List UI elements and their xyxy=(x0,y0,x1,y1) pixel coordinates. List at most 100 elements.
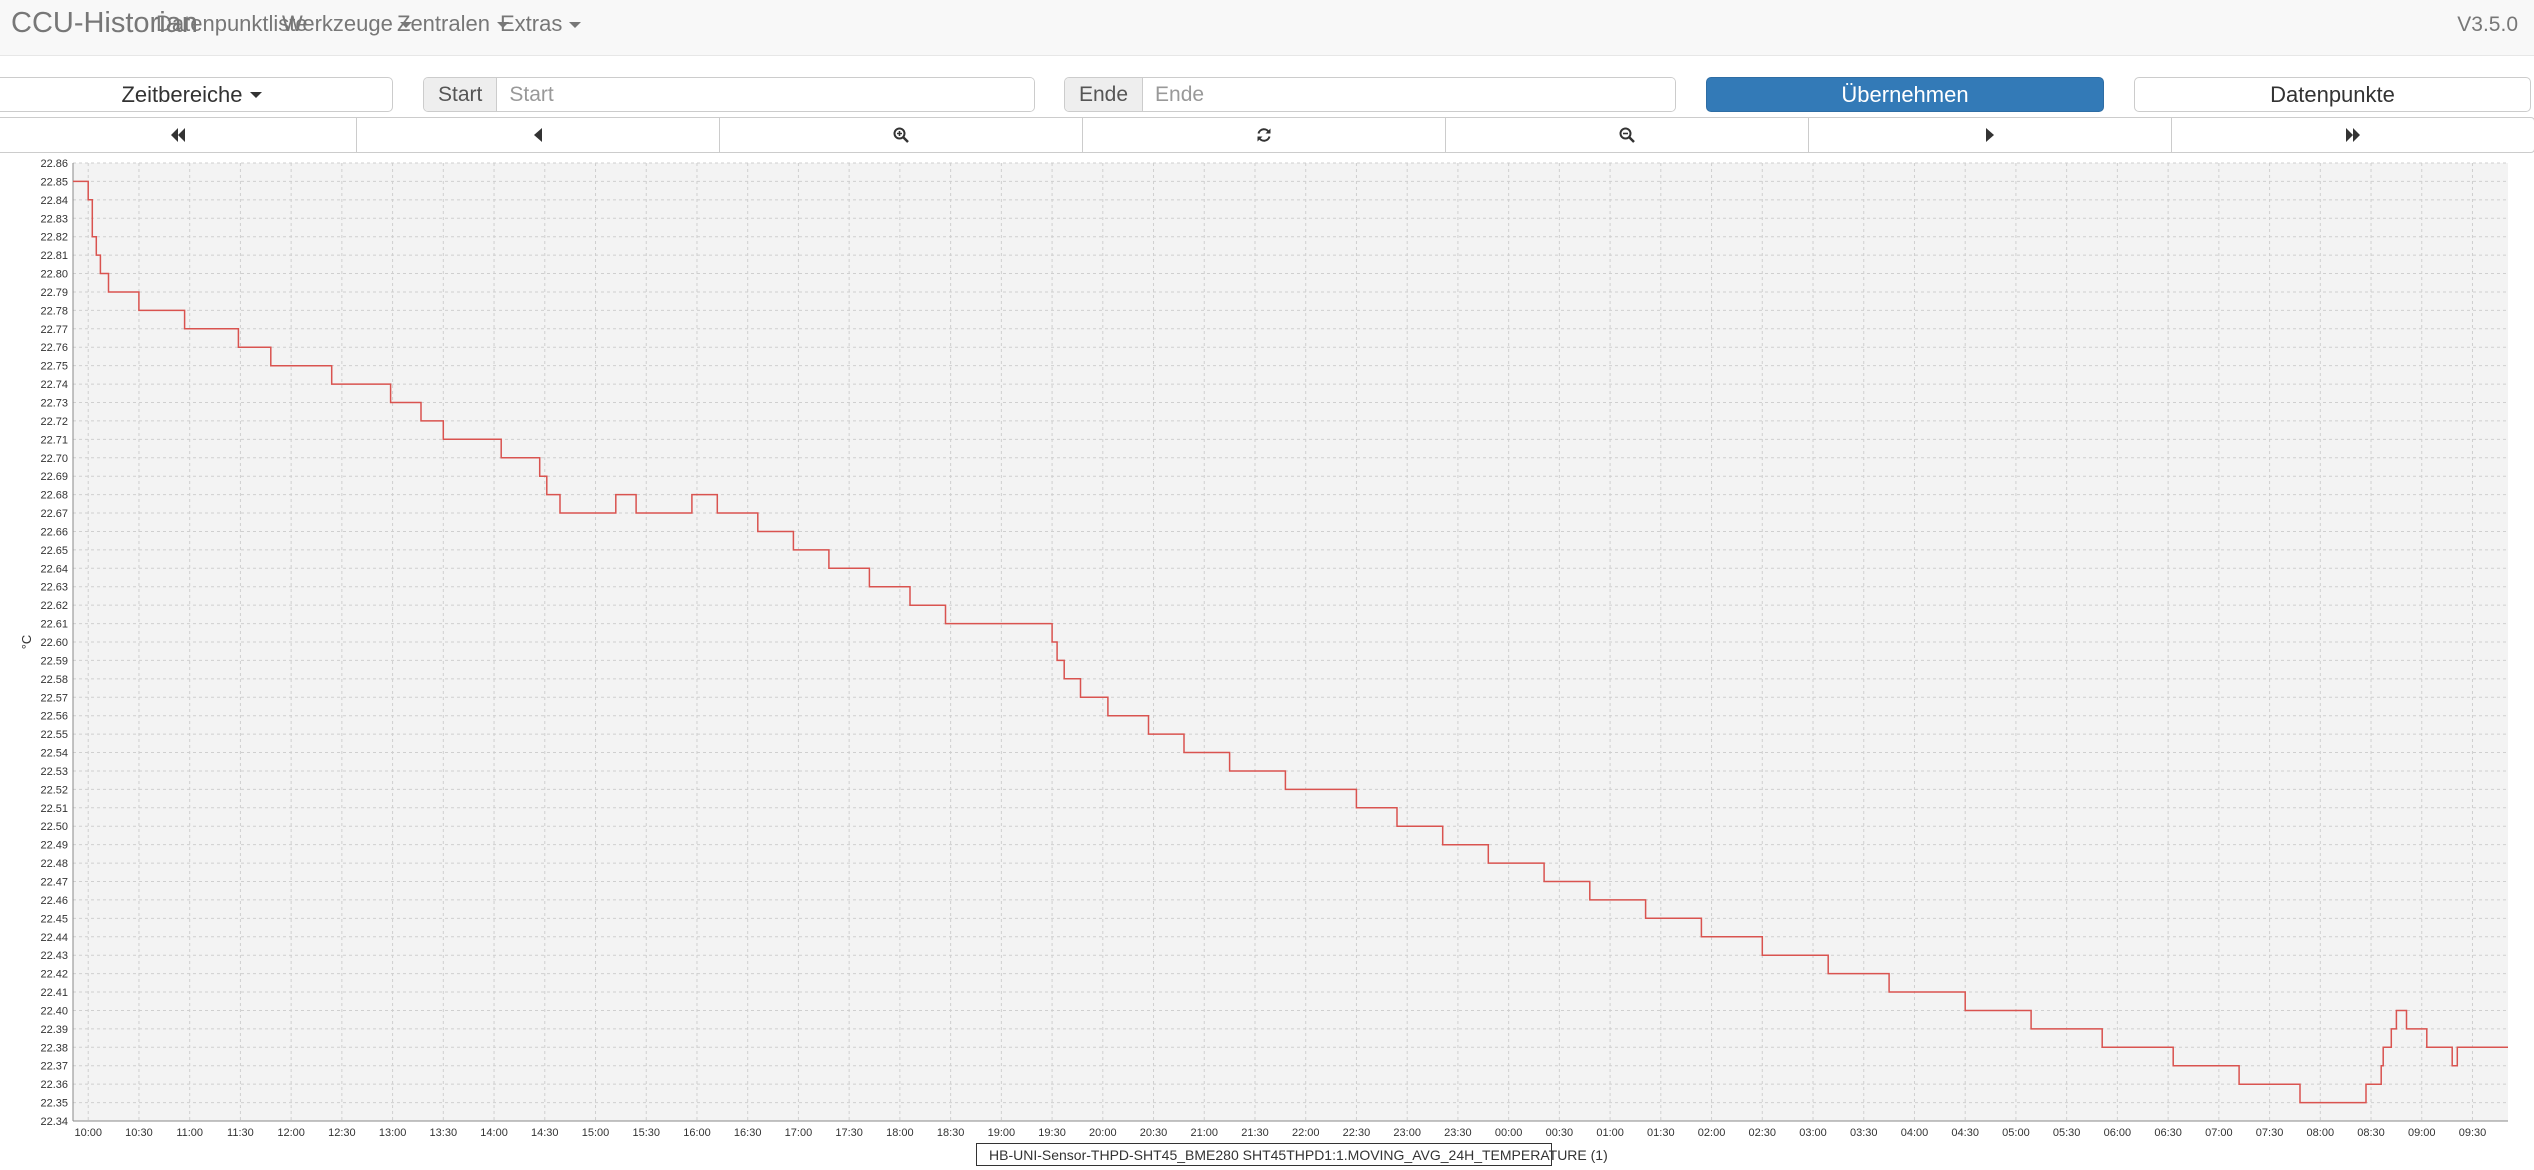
step-backward-button[interactable] xyxy=(356,117,720,153)
x-tick-label: 12:30 xyxy=(328,1127,356,1139)
x-tick-label: 14:00 xyxy=(480,1127,508,1139)
x-tick-label: 09:00 xyxy=(2408,1127,2436,1139)
x-tick-label: 08:30 xyxy=(2357,1127,2385,1139)
x-tick-label: 23:30 xyxy=(1444,1127,1472,1139)
nav-werkzeuge-label: Werkzeuge xyxy=(282,11,393,36)
step-forward-button[interactable] xyxy=(1808,117,2172,153)
x-tick-label: 11:30 xyxy=(227,1127,254,1139)
y-tick-label: 22.54 xyxy=(40,748,68,760)
x-tick-label: 01:30 xyxy=(1647,1127,1675,1139)
y-tick-label: 22.82 xyxy=(40,232,68,244)
x-tick-label: 07:30 xyxy=(2256,1127,2284,1139)
fast-forward-icon xyxy=(2346,128,2360,142)
y-tick-label: 22.81 xyxy=(40,250,68,262)
datenpunkte-button[interactable]: Datenpunkte xyxy=(2134,77,2531,112)
y-tick-label: 22.69 xyxy=(40,471,68,483)
nav-extras-label: Extras xyxy=(500,11,563,36)
y-tick-label: 22.45 xyxy=(40,913,68,925)
y-tick-label: 22.76 xyxy=(40,342,68,354)
series-line-0 xyxy=(73,180,2508,1104)
y-tick-label: 22.63 xyxy=(40,582,68,594)
x-tick-label: 00:30 xyxy=(1546,1127,1574,1139)
legend-series-label: HB-UNI-Sensor-THPD-SHT45_BME280 SHT45THP… xyxy=(989,1146,1608,1163)
y-tick-label: 22.52 xyxy=(40,784,68,796)
start-input[interactable] xyxy=(497,78,1034,111)
nav-zentralen-dropdown[interactable]: Zentralen xyxy=(397,11,509,37)
y-tick-label: 22.43 xyxy=(40,950,68,962)
y-tick-label: 22.68 xyxy=(40,490,68,502)
y-axis-label: °C xyxy=(19,635,34,650)
y-tick-label: 22.50 xyxy=(40,821,68,833)
y-tick-label: 22.74 xyxy=(40,379,68,391)
y-tick-label: 22.72 xyxy=(40,416,68,428)
x-tick-label: 18:30 xyxy=(937,1127,965,1139)
refresh-icon xyxy=(1257,128,1271,142)
step-backward-icon xyxy=(534,128,542,142)
refresh-button[interactable] xyxy=(1082,117,1446,153)
y-tick-label: 22.55 xyxy=(40,729,68,741)
x-tick-label: 19:00 xyxy=(988,1127,1016,1139)
apply-button[interactable]: Übernehmen xyxy=(1706,77,2104,112)
y-tick-label: 22.60 xyxy=(40,637,68,649)
y-tick-label: 22.57 xyxy=(40,692,68,704)
x-tick-label: 06:30 xyxy=(2154,1127,2182,1139)
nav-extras-dropdown[interactable]: Extras xyxy=(500,11,582,37)
fast-forward-button[interactable] xyxy=(2171,117,2534,153)
nav-zentralen-label: Zentralen xyxy=(397,11,490,36)
x-tick-label: 08:00 xyxy=(2307,1127,2335,1139)
x-tick-label: 00:00 xyxy=(1495,1127,1523,1139)
y-tick-label: 22.70 xyxy=(40,453,68,465)
x-tick-label: 11:00 xyxy=(176,1127,203,1139)
x-tick-label: 05:30 xyxy=(2053,1127,2081,1139)
zoom-in-icon xyxy=(893,127,909,143)
y-tick-label: 22.56 xyxy=(40,711,68,723)
x-tick-label: 09:30 xyxy=(2459,1127,2487,1139)
y-tick-label: 22.80 xyxy=(40,269,68,281)
y-tick-label: 22.46 xyxy=(40,895,68,907)
navbar: CCU-Historian Datenpunktliste Werkzeuge … xyxy=(0,0,2534,56)
zoom-in-button[interactable] xyxy=(719,117,1083,153)
zoom-out-button[interactable] xyxy=(1445,117,1809,153)
y-tick-label: 22.66 xyxy=(40,526,68,538)
x-tick-label: 05:00 xyxy=(2002,1127,2030,1139)
y-tick-label: 22.83 xyxy=(40,213,68,225)
y-tick-label: 22.85 xyxy=(40,176,68,188)
y-tick-label: 22.53 xyxy=(40,766,68,778)
ende-input-group: Ende xyxy=(1064,77,1676,112)
x-tick-label: 15:00 xyxy=(582,1127,610,1139)
nav-datenpunktliste[interactable]: Datenpunktliste xyxy=(156,11,308,37)
y-tick-label: 22.61 xyxy=(40,619,68,631)
brand-link[interactable]: CCU-Historian xyxy=(11,7,198,39)
x-tick-label: 20:00 xyxy=(1089,1127,1117,1139)
fast-backward-button[interactable] xyxy=(0,117,357,153)
caret-down-icon xyxy=(249,91,262,98)
x-tick-label: 14:30 xyxy=(531,1127,559,1139)
y-tick-label: 22.40 xyxy=(40,1005,68,1017)
x-tick-label: 04:00 xyxy=(1901,1127,1929,1139)
chart-legend[interactable]: HB-UNI-Sensor-THPD-SHT45_BME280 SHT45THP… xyxy=(976,1143,1608,1166)
y-tick-label: 22.37 xyxy=(40,1061,68,1073)
y-tick-label: 22.34 xyxy=(40,1116,68,1128)
x-tick-label: 02:30 xyxy=(1749,1127,1777,1139)
version-label: V3.5.0 xyxy=(2457,13,2518,36)
x-tick-label: 22:00 xyxy=(1292,1127,1320,1139)
x-tick-label: 21:30 xyxy=(1241,1127,1269,1139)
zeitbereiche-dropdown[interactable]: Zeitbereiche xyxy=(0,77,393,112)
x-tick-label: 01:00 xyxy=(1596,1127,1624,1139)
x-tick-label: 20:30 xyxy=(1140,1127,1168,1139)
x-tick-label: 21:00 xyxy=(1190,1127,1218,1139)
caret-down-icon xyxy=(569,22,582,29)
x-tick-label: 17:30 xyxy=(835,1127,863,1139)
x-tick-label: 17:00 xyxy=(785,1127,813,1139)
x-tick-label: 07:00 xyxy=(2205,1127,2233,1139)
temperature-chart: 22.34 22.35 22.36 22.37 22.38 22.39 22.40 22.41… xyxy=(19,158,2508,1139)
y-tick-label: 22.64 xyxy=(40,563,68,575)
y-tick-label: 22.77 xyxy=(40,324,68,336)
y-tick-label: 22.36 xyxy=(40,1079,68,1091)
ende-input[interactable] xyxy=(1143,78,1675,111)
x-tick-label: 13:00 xyxy=(379,1127,407,1139)
y-tick-label: 22.48 xyxy=(40,858,68,870)
x-tick-label: 19:30 xyxy=(1038,1127,1066,1139)
y-tick-label: 22.41 xyxy=(40,987,68,999)
nav-werkzeuge-dropdown[interactable]: Werkzeuge xyxy=(282,11,412,37)
